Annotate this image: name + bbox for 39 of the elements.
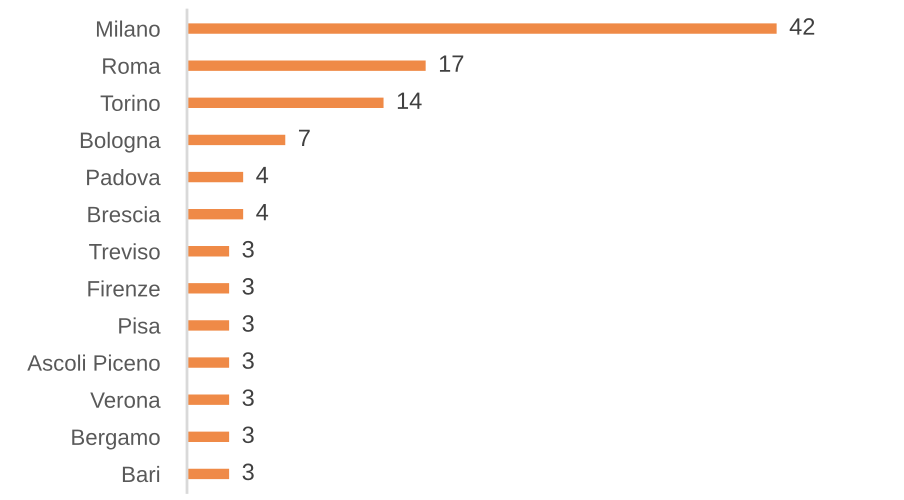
data-label: 42 bbox=[790, 18, 814, 35]
data-label: 14 bbox=[398, 92, 422, 109]
y-tick-label: Verona bbox=[90, 392, 161, 408]
bar bbox=[187, 320, 230, 331]
data-label: 3 bbox=[242, 240, 254, 258]
data-label: 3 bbox=[242, 464, 254, 480]
bar bbox=[187, 246, 230, 256]
bar bbox=[187, 172, 244, 182]
y-tick-label: Padova bbox=[87, 168, 161, 186]
y-tick-label: Ascoli Piceno bbox=[27, 354, 160, 371]
bar bbox=[187, 394, 230, 405]
y-tick-label: Brescia bbox=[88, 206, 161, 222]
data-label: 17 bbox=[440, 56, 464, 72]
data-label: 3 bbox=[242, 389, 254, 406]
y-tick-label: Milano bbox=[96, 20, 160, 37]
bar bbox=[187, 432, 230, 442]
y-tick-label: Treviso bbox=[89, 243, 160, 260]
y-tick-label: Torino bbox=[100, 94, 160, 112]
data-label: 4 bbox=[256, 166, 268, 184]
data-label: 4 bbox=[256, 204, 268, 220]
bar bbox=[187, 208, 244, 220]
y-tick-label: Pisa bbox=[119, 317, 161, 334]
data-label: 3 bbox=[242, 278, 254, 295]
bar bbox=[187, 357, 230, 368]
bar bbox=[187, 134, 286, 146]
bar bbox=[187, 60, 426, 71]
y-tick-label: Firenze bbox=[88, 280, 160, 297]
data-label: 3 bbox=[242, 426, 254, 444]
bar bbox=[187, 283, 230, 294]
data-label: 3 bbox=[242, 352, 254, 369]
data-label: 3 bbox=[242, 315, 254, 332]
y-tick-label: Bari bbox=[122, 466, 160, 482]
bar bbox=[187, 98, 384, 108]
y-tick-label: Bergamo bbox=[72, 430, 160, 450]
bar bbox=[187, 23, 777, 34]
y-tick-label: Roma bbox=[103, 58, 161, 74]
bar bbox=[187, 468, 230, 480]
y-tick-label: Bologna bbox=[80, 132, 161, 153]
data-label: 7 bbox=[298, 130, 310, 146]
